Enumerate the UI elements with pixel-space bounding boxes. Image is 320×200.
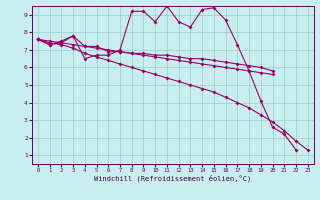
X-axis label: Windchill (Refroidissement éolien,°C): Windchill (Refroidissement éolien,°C) [94, 175, 252, 182]
